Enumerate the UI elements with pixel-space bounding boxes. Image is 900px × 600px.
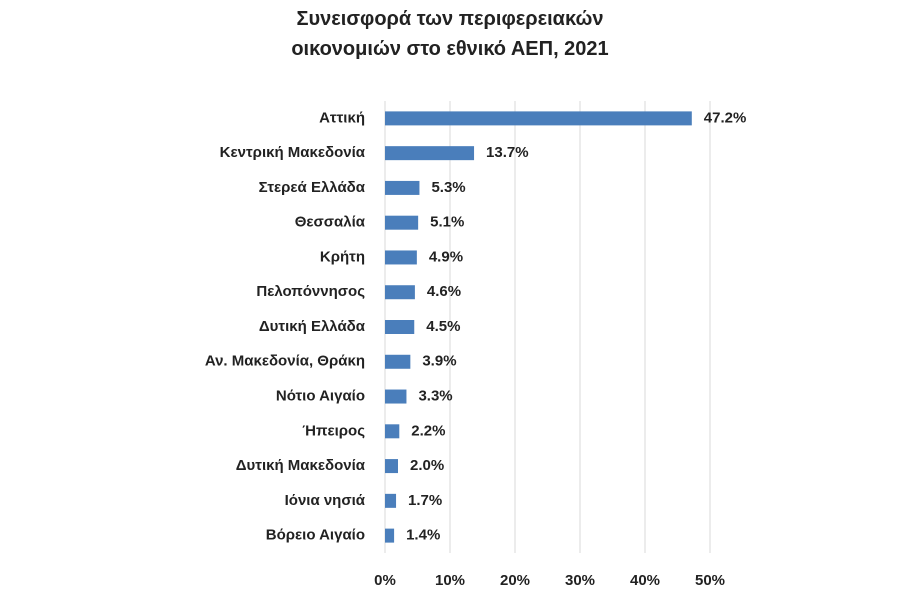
x-tick-label: 20% [500, 572, 530, 589]
y-tick-label: Νότιο Αιγαίο [276, 388, 365, 405]
value-label: 5.1% [430, 214, 464, 231]
bar [385, 285, 415, 300]
y-tick-label: Αν. Μακεδονία, Θράκη [205, 353, 365, 370]
bar [385, 459, 398, 474]
bar [385, 250, 417, 265]
y-tick-label: Δυτική Ελλάδα [259, 318, 366, 335]
y-tick-label: Δυτική Μακεδονία [236, 457, 366, 474]
y-tick-label: Βόρειο Αιγαίο [266, 527, 365, 544]
bar [385, 389, 407, 404]
value-label: 1.7% [408, 492, 442, 509]
bar [385, 354, 411, 369]
bar [385, 528, 395, 543]
x-tick-label: 0% [374, 572, 396, 589]
value-label: 4.5% [426, 318, 460, 335]
chart-title: Συνεισφορά των περιφερειακών οικονομιών … [291, 8, 609, 60]
bar [385, 320, 415, 334]
y-tick-label: Ιόνια νησιά [285, 492, 366, 509]
y-tick-label: Κεντρική Μακεδονία [220, 144, 366, 161]
bar [385, 215, 419, 230]
y-tick-label: Ήπειρος [302, 422, 365, 439]
y-tick-label: Αττική [319, 109, 365, 126]
bar [385, 424, 400, 439]
value-label: 1.4% [406, 527, 440, 544]
value-label: 3.9% [422, 353, 456, 370]
y-tick-label: Θεσσαλία [295, 214, 366, 231]
bar [385, 111, 692, 126]
bar [385, 180, 420, 195]
value-label: 2.0% [410, 457, 444, 474]
x-tick-label: 30% [565, 572, 595, 589]
y-tick-label: Κρήτη [320, 248, 365, 265]
value-label: 4.6% [427, 283, 461, 300]
value-label: 13.7% [486, 144, 529, 161]
value-label: 4.9% [429, 248, 463, 265]
value-label: 5.3% [431, 179, 465, 196]
value-label: 2.2% [411, 422, 445, 439]
x-tick-label: 40% [630, 572, 660, 589]
y-tick-label: Πελοπόννησος [256, 283, 365, 300]
bar [385, 146, 475, 161]
y-tick-label: Στερεά Ελλάδα [259, 179, 366, 196]
x-tick-label: 50% [695, 572, 725, 589]
value-label: 3.3% [418, 388, 452, 405]
x-tick-label: 10% [435, 572, 465, 589]
bar [385, 493, 397, 508]
value-label: 47.2% [704, 109, 747, 126]
